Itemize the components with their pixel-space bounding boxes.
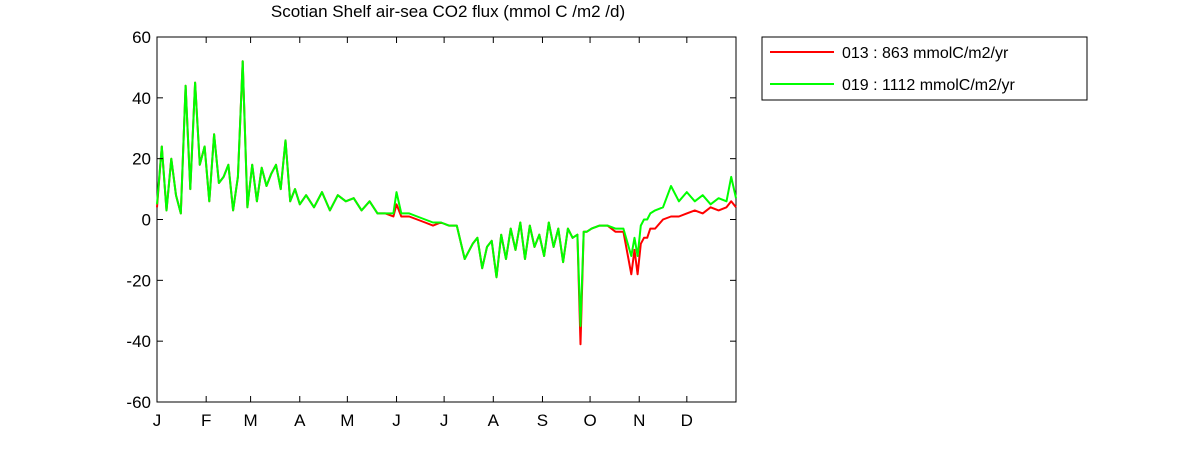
x-tick-label: N bbox=[633, 411, 645, 430]
y-tick-label: 20 bbox=[132, 150, 151, 169]
y-axis: 60 40 20 0 -20 -40 -60 bbox=[126, 28, 736, 412]
x-tick-label: D bbox=[681, 411, 693, 430]
y-tick-label: -60 bbox=[126, 393, 151, 412]
y-tick-label: 60 bbox=[132, 28, 151, 47]
legend-box bbox=[761, 36, 1088, 101]
y-tick-label: -20 bbox=[126, 271, 151, 290]
legend: 013 : 863 mmolC/m2/yr 019 : 1112 mmolC/m… bbox=[761, 36, 1088, 101]
x-tick-label: J bbox=[392, 411, 401, 430]
plot-area bbox=[156, 36, 737, 403]
legend-label-1: 019 : 1112 mmolC/m2/yr bbox=[842, 77, 1015, 94]
chart-title: Scotian Shelf air-sea CO2 flux (mmol C /… bbox=[271, 2, 625, 21]
x-tick-label: J bbox=[440, 411, 449, 430]
x-tick-label: S bbox=[537, 411, 548, 430]
y-tick-label: 40 bbox=[132, 89, 151, 108]
legend-label-0: 013 : 863 mmolC/m2/yr bbox=[842, 45, 1009, 62]
x-tick-label: A bbox=[488, 411, 500, 430]
series-line-1 bbox=[156, 60, 737, 327]
x-tick-label: J bbox=[153, 411, 162, 430]
y-tick-label: -40 bbox=[126, 332, 151, 351]
x-tick-label: A bbox=[294, 411, 306, 430]
x-tick-label: F bbox=[201, 411, 211, 430]
x-tick-label: O bbox=[583, 411, 596, 430]
series-layer bbox=[156, 60, 737, 346]
x-tick-label: M bbox=[340, 411, 354, 430]
y-tick-label: 0 bbox=[142, 211, 151, 230]
x-tick-label: M bbox=[244, 411, 258, 430]
